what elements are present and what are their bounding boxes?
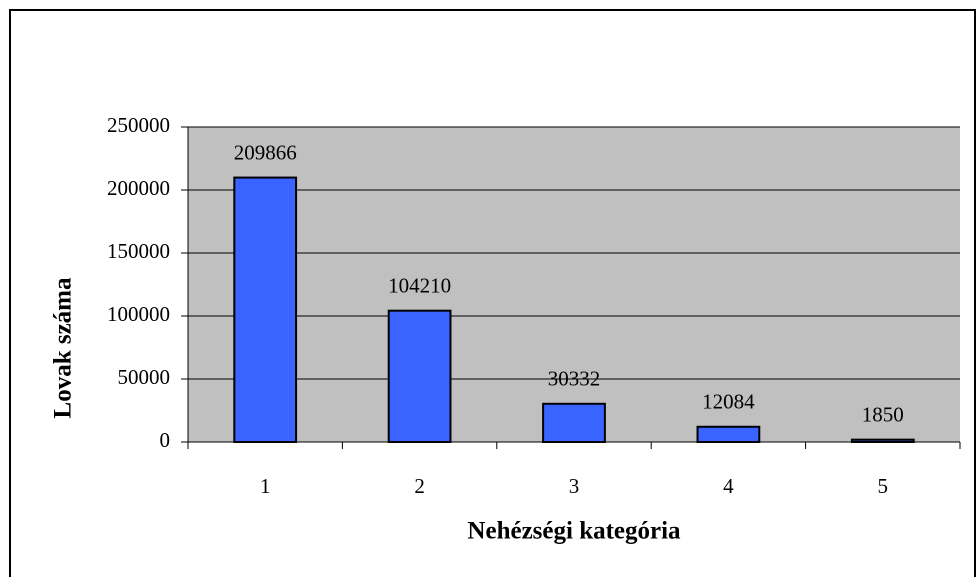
y-axis-title: Lovak száma [50,277,77,418]
bar [542,402,606,443]
bar [850,438,915,444]
data-label: 209866 [234,140,297,164]
y-tick-label: 200000 [107,176,170,200]
y-tick-label: 0 [160,428,171,452]
data-label: 104210 [388,274,451,298]
data-label: 1850 [862,402,904,426]
x-tick-label: 4 [723,474,734,498]
bar [696,425,761,444]
x-tick-label: 1 [260,474,271,498]
bar [233,176,298,443]
x-tick-label: 5 [878,474,889,498]
y-tick-label: 50000 [118,365,171,389]
bar [387,309,452,443]
x-tick-label: 2 [414,474,425,498]
x-tick-label: 3 [569,474,580,498]
data-label: 12084 [702,390,755,414]
y-tick-label: 250000 [107,113,170,137]
data-label: 30332 [548,367,601,391]
plot-area [188,127,960,442]
x-axis-title: Nehézségi kategória [467,518,681,545]
y-tick-label: 100000 [107,302,170,326]
y-tick-label: 150000 [107,239,170,263]
